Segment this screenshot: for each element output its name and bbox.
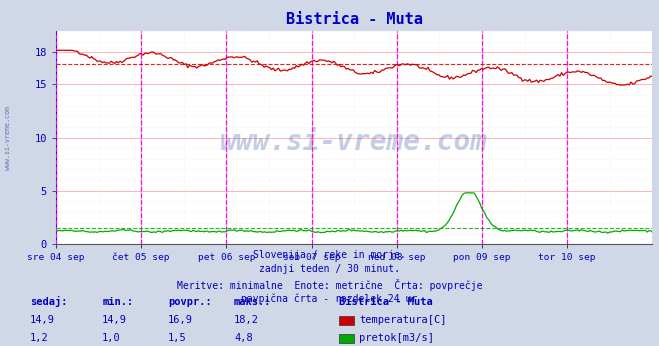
Text: Slovenija / reke in morje.: Slovenija / reke in morje. — [253, 250, 406, 260]
Text: pretok[m3/s]: pretok[m3/s] — [359, 333, 434, 343]
Text: sedaj:: sedaj: — [30, 296, 67, 307]
Title: Bistrica - Muta: Bistrica - Muta — [286, 12, 422, 27]
Text: www.si-vreme.com: www.si-vreme.com — [220, 128, 488, 156]
Text: zadnji teden / 30 minut.: zadnji teden / 30 minut. — [259, 264, 400, 274]
Text: 1,0: 1,0 — [102, 333, 121, 343]
Text: min.:: min.: — [102, 297, 133, 307]
Text: 16,9: 16,9 — [168, 315, 193, 325]
Text: 14,9: 14,9 — [30, 315, 55, 325]
Text: Meritve: minimalne  Enote: metrične  Črta: povprečje: Meritve: minimalne Enote: metrične Črta:… — [177, 279, 482, 291]
Text: 4,8: 4,8 — [234, 333, 252, 343]
Text: www.si-vreme.com: www.si-vreme.com — [5, 107, 11, 170]
Text: navpična črta - razdelek 24 ur: navpična črta - razdelek 24 ur — [241, 293, 418, 304]
Text: 14,9: 14,9 — [102, 315, 127, 325]
Text: 18,2: 18,2 — [234, 315, 259, 325]
Text: 1,5: 1,5 — [168, 333, 186, 343]
Text: temperatura[C]: temperatura[C] — [359, 315, 447, 325]
Text: povpr.:: povpr.: — [168, 297, 212, 307]
Text: maks.:: maks.: — [234, 297, 272, 307]
Text: Bistrica - Muta: Bistrica - Muta — [339, 297, 433, 307]
Text: 1,2: 1,2 — [30, 333, 48, 343]
